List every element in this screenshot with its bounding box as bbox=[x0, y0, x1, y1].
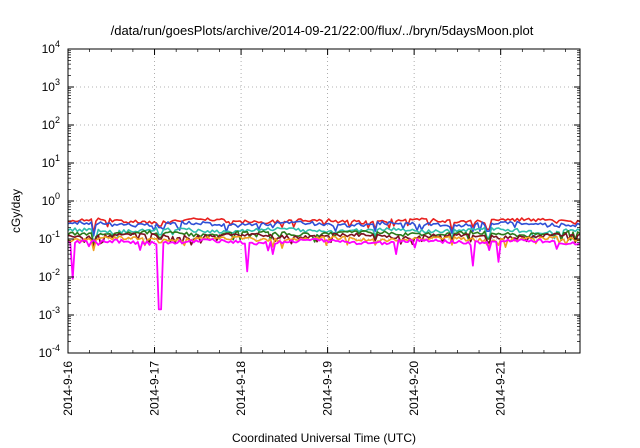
series-line bbox=[67, 237, 581, 311]
x-tick-label: 2014-9-16 bbox=[61, 361, 75, 416]
series-group bbox=[67, 217, 581, 311]
x-tick-label: 2014-9-19 bbox=[321, 361, 335, 416]
x-axis-label: Coordinated Universal Time (UTC) bbox=[232, 431, 416, 445]
y-tick-label: 104 bbox=[42, 39, 60, 56]
y-tick-label: 103 bbox=[42, 77, 60, 94]
x-tick-label: 2014-9-20 bbox=[407, 361, 421, 416]
series-line bbox=[67, 220, 581, 237]
y-tick-label: 101 bbox=[42, 153, 60, 170]
y-tick-label: 10-4 bbox=[39, 343, 60, 360]
series-line bbox=[67, 235, 581, 252]
series-line bbox=[67, 226, 581, 244]
y-tick-label: 10-3 bbox=[39, 305, 60, 322]
y-tick-label: 10-2 bbox=[39, 267, 60, 284]
y-axis: 10-4 10-3 10-2 10-1 100 101 102 103 104 bbox=[39, 39, 580, 360]
grid bbox=[68, 49, 580, 353]
x-tick-label: 2014-9-18 bbox=[234, 361, 248, 416]
y-tick-label: 102 bbox=[42, 115, 60, 132]
y-axis-label: cGy/day bbox=[9, 189, 23, 233]
y-tick-label: 10-1 bbox=[39, 229, 60, 246]
chart-title: /data/run/goesPlots/archive/2014-09-21/2… bbox=[111, 23, 534, 38]
y-tick-label: 100 bbox=[42, 191, 60, 208]
x-tick-label: 2014-9-17 bbox=[148, 361, 162, 416]
x-axis: 2014-9-16 2014-9-17 2014-9-18 2014-9-19 2014… bbox=[61, 49, 566, 416]
x-tick-label: 2014-9-21 bbox=[494, 361, 508, 416]
